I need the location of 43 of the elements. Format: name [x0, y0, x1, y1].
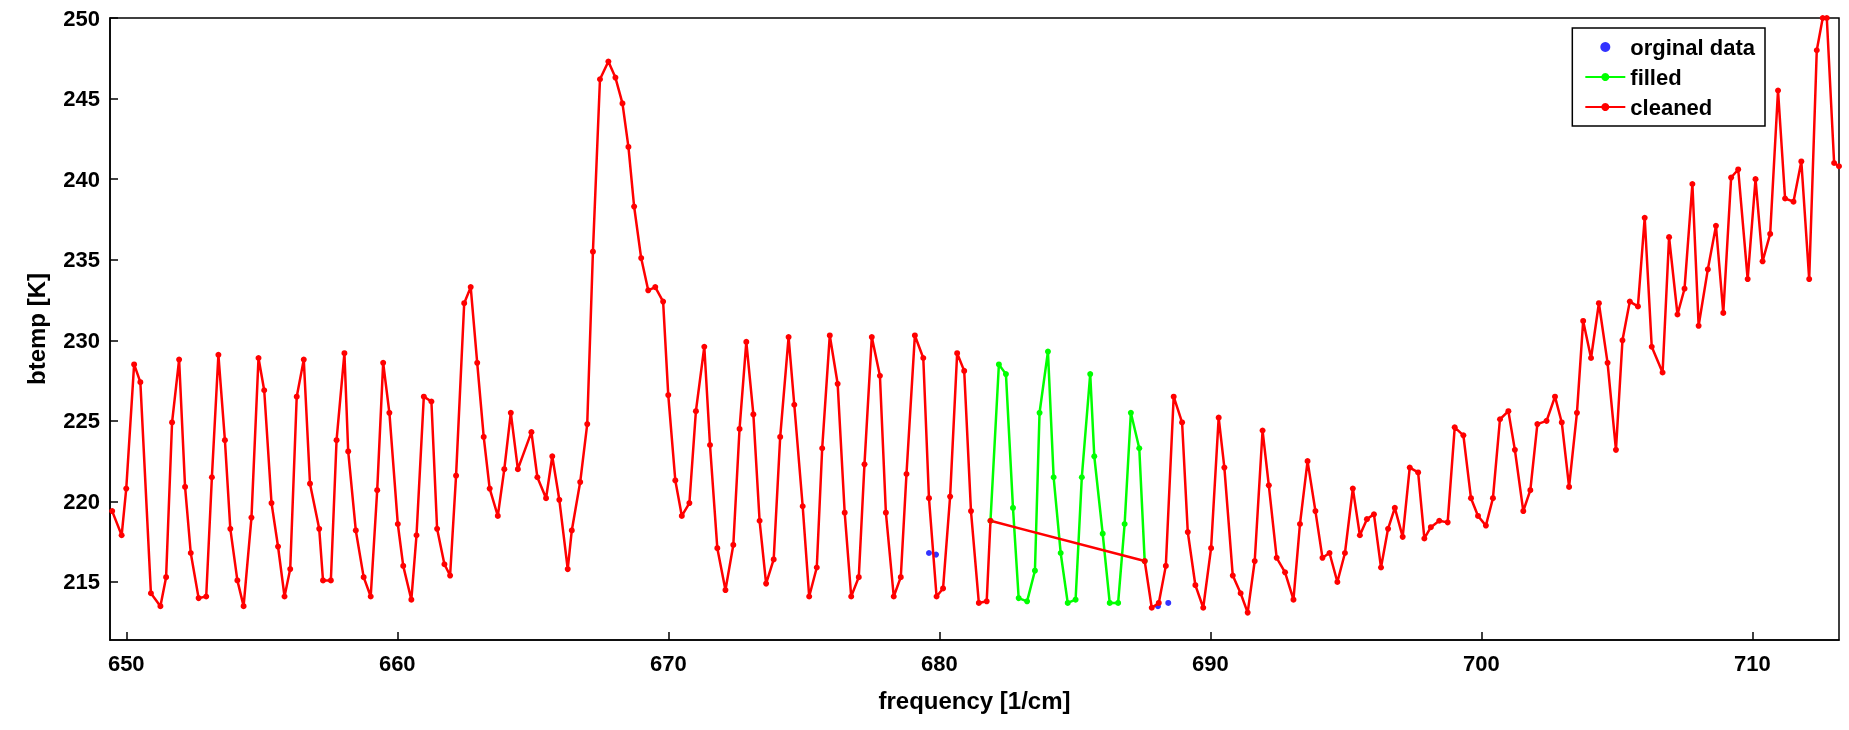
y-tick-label: 225: [63, 408, 100, 434]
point: [1036, 409, 1043, 416]
x-tick-label: 700: [1462, 650, 1500, 676]
point: [1078, 474, 1085, 481]
point: [1064, 599, 1071, 606]
point: [1121, 520, 1128, 527]
point: [1002, 371, 1009, 378]
point: [1087, 371, 1094, 378]
x-tick-label: 650: [107, 650, 145, 676]
x-axis-title: frequency [1/cm]: [878, 686, 1071, 714]
point: [1050, 474, 1057, 481]
legend-label: cleaned: [1630, 94, 1713, 120]
point: [1072, 596, 1079, 603]
point: [1127, 409, 1134, 416]
x-tick-label: 710: [1733, 650, 1771, 676]
y-axis-title: btemp [K]: [22, 273, 50, 385]
point: [1091, 453, 1098, 460]
x-tick-label: 680: [920, 650, 958, 676]
x-tick-label: 660: [378, 650, 416, 676]
point: [1115, 599, 1122, 606]
y-tick-label: 240: [63, 166, 100, 192]
point: [1031, 567, 1038, 574]
point: [995, 361, 1002, 368]
point: [1024, 598, 1031, 605]
point: [1009, 504, 1016, 511]
point: [1099, 530, 1106, 537]
y-tick-label: 215: [63, 569, 100, 595]
legend-label: orginal data: [1630, 34, 1756, 60]
point: [925, 549, 932, 556]
point: [1136, 445, 1143, 452]
y-tick-label: 245: [63, 86, 100, 112]
point: [1057, 549, 1064, 556]
x-tick-label: 670: [649, 650, 687, 676]
point: [1165, 599, 1172, 606]
y-tick-label: 230: [63, 327, 100, 353]
y-tick-label: 250: [63, 5, 100, 31]
x-tick-label: 690: [1191, 650, 1229, 676]
point: [1044, 348, 1051, 355]
point: [1015, 595, 1022, 602]
point: [1106, 599, 1113, 606]
y-tick-label: 235: [63, 247, 100, 273]
y-tick-label: 220: [63, 488, 100, 514]
legend-label: filled: [1630, 64, 1682, 90]
